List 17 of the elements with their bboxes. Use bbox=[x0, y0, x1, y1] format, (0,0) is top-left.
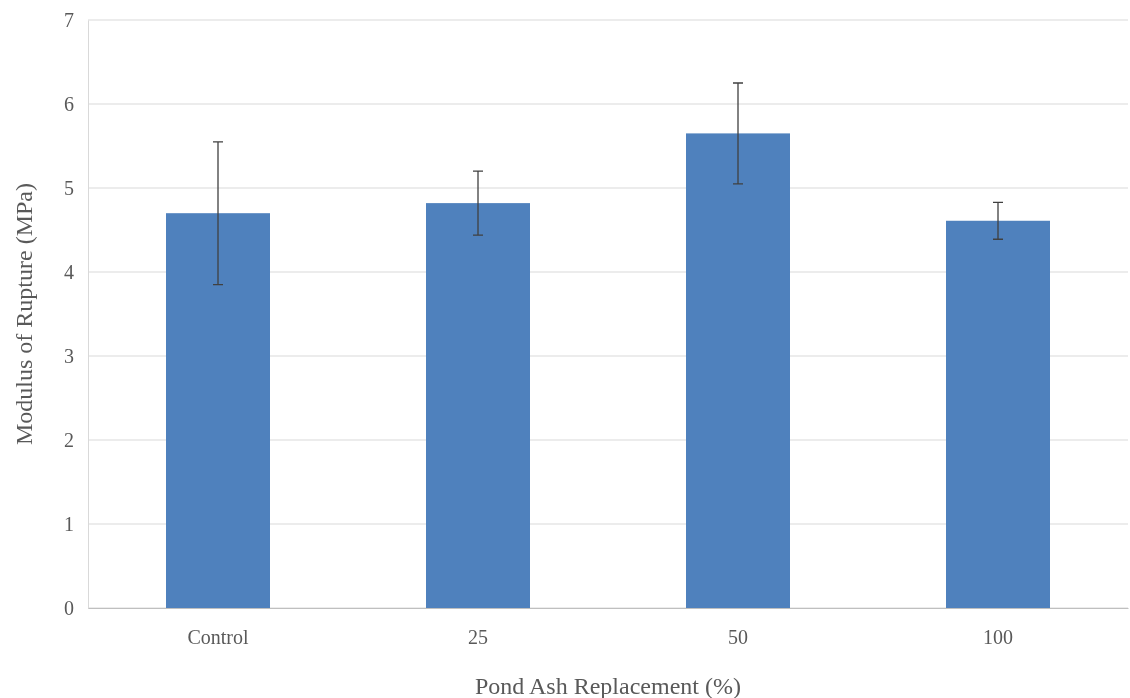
bar bbox=[426, 203, 530, 608]
y-tick-label: 7 bbox=[64, 8, 74, 31]
bar bbox=[686, 133, 790, 608]
y-tick-label: 3 bbox=[64, 344, 74, 367]
y-tick-label: 0 bbox=[64, 596, 74, 619]
x-tick-label: 100 bbox=[983, 626, 1013, 649]
bar bbox=[946, 220, 1050, 608]
x-tick-label: 50 bbox=[728, 626, 748, 649]
y-tick-label: 2 bbox=[64, 428, 74, 451]
y-tick-label: 6 bbox=[64, 92, 74, 115]
y-tick-label: 4 bbox=[64, 260, 74, 283]
bar bbox=[166, 213, 270, 608]
y-axis-title: Modulus of Rupture (MPa) bbox=[11, 183, 37, 445]
y-tick-label: 1 bbox=[64, 512, 74, 535]
x-tick-label: Control bbox=[187, 626, 249, 649]
x-tick-label: 25 bbox=[468, 626, 488, 649]
y-tick-label: 5 bbox=[64, 176, 74, 199]
